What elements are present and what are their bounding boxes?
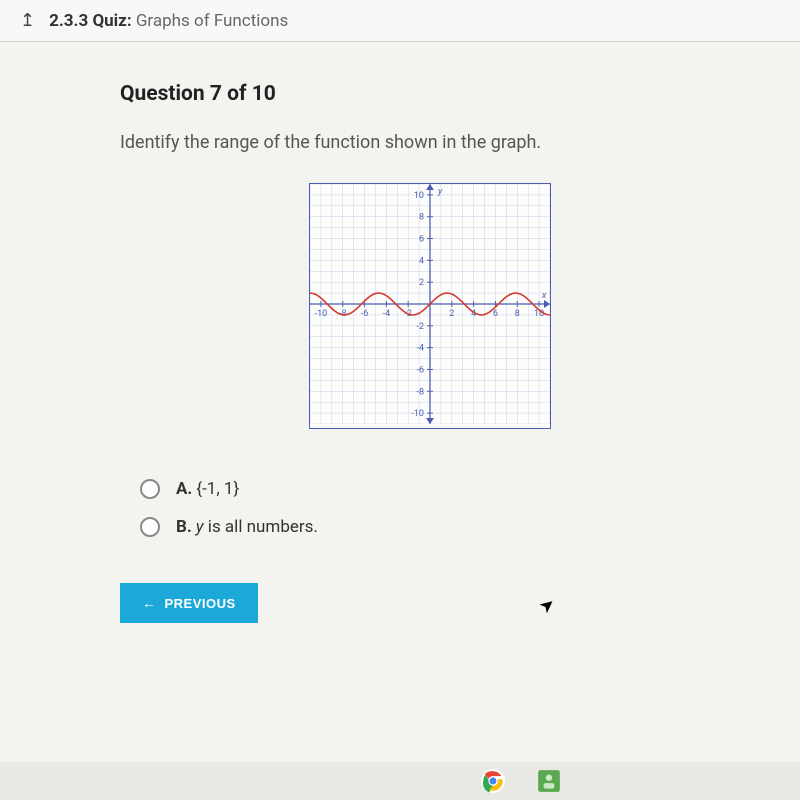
radio-icon[interactable] (140, 517, 160, 537)
previous-label: PREVIOUS (165, 596, 236, 611)
content-area: Question 7 of 10 Identify the range of t… (0, 42, 800, 762)
answer-body: is all numbers. (204, 517, 318, 537)
back-icon[interactable]: ↥ (20, 10, 35, 31)
answers-list: A.{-1, 1} B.y is all numbers. (140, 479, 700, 537)
svg-text:-4: -4 (416, 344, 424, 354)
answer-text: B.y is all numbers. (176, 517, 318, 537)
svg-text:-6: -6 (361, 309, 369, 319)
quiz-title: 2.3.3 Quiz: Graphs of Functions (49, 11, 288, 31)
arrow-left-icon: ← (142, 595, 157, 611)
answer-label: A. (176, 479, 192, 499)
question-heading: Question 7 of 10 (120, 82, 700, 106)
answer-body: {-1, 1} (196, 479, 239, 499)
taskbar (480, 768, 562, 794)
svg-text:-8: -8 (416, 387, 424, 397)
svg-text:6: 6 (493, 309, 498, 319)
answer-option-b[interactable]: B.y is all numbers. (140, 517, 700, 537)
graph-box: -10-8-6-4-2246810-10-8-6-4-2246810yx (309, 183, 551, 429)
quiz-name: Graphs of Functions (136, 11, 288, 31)
previous-button[interactable]: ← PREVIOUS (120, 583, 258, 623)
svg-text:-4: -4 (383, 309, 391, 319)
top-bar: ↥ 2.3.3 Quiz: Graphs of Functions (0, 0, 800, 42)
app-icon[interactable] (536, 768, 562, 794)
svg-text:x: x (541, 291, 547, 301)
svg-text:2: 2 (419, 278, 424, 288)
svg-text:2: 2 (449, 309, 454, 319)
svg-text:8: 8 (515, 309, 520, 319)
svg-text:10: 10 (414, 191, 424, 201)
svg-text:-10: -10 (411, 409, 424, 419)
svg-text:-2: -2 (416, 322, 424, 332)
svg-text:6: 6 (419, 235, 424, 245)
graph-container: -10-8-6-4-2246810-10-8-6-4-2246810yx (300, 183, 560, 429)
question-prompt: Identify the range of the function shown… (120, 132, 700, 153)
chrome-icon[interactable] (480, 768, 506, 794)
svg-text:-10: -10 (315, 309, 328, 319)
answer-option-a[interactable]: A.{-1, 1} (140, 479, 700, 499)
section-number: 2.3.3 (49, 11, 88, 31)
svg-text:-6: -6 (416, 365, 424, 375)
answer-italic: y (196, 517, 204, 537)
quiz-word: Quiz: (92, 11, 131, 31)
svg-text:y: y (437, 187, 443, 197)
answer-label: B. (176, 517, 192, 537)
function-graph: -10-8-6-4-2246810-10-8-6-4-2246810yx (310, 184, 550, 424)
svg-text:8: 8 (419, 213, 424, 223)
answer-text: A.{-1, 1} (176, 479, 239, 499)
svg-text:4: 4 (419, 256, 424, 266)
radio-icon[interactable] (140, 479, 160, 499)
